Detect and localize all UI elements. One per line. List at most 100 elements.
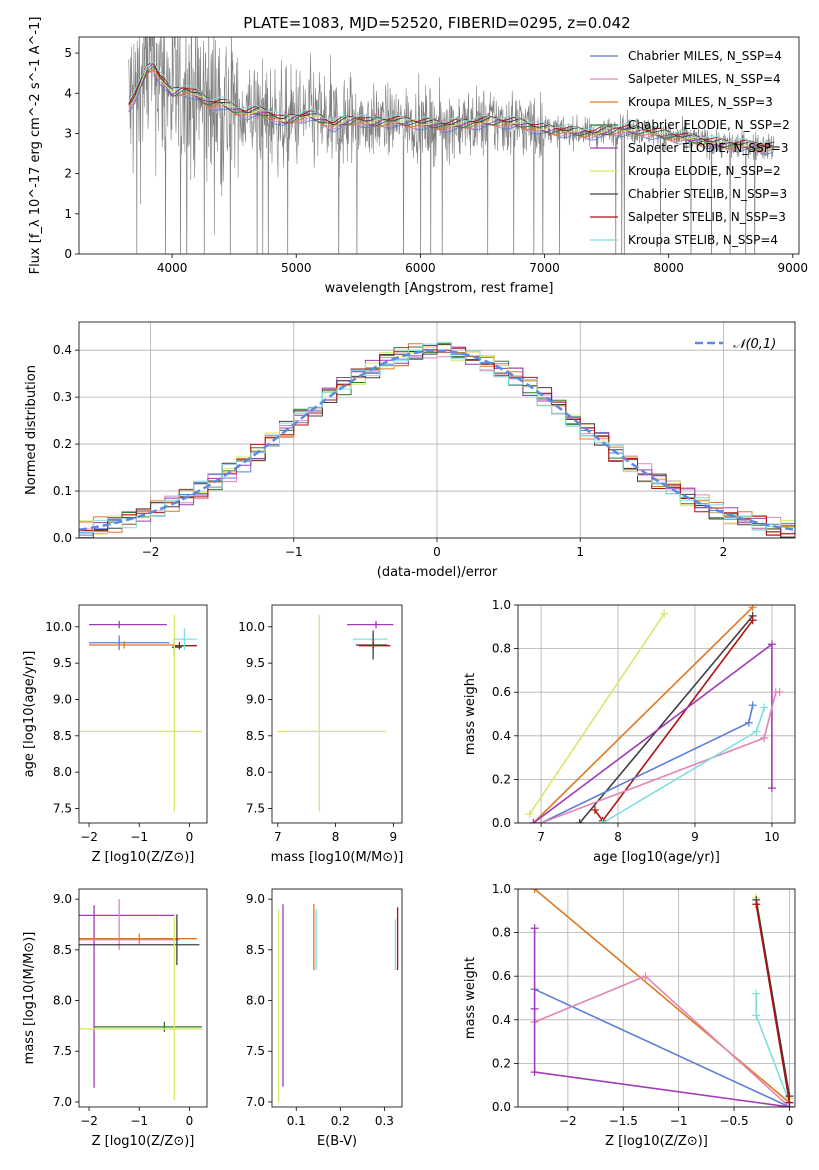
y-tick-label: 8.5 [53,729,72,743]
plot-area [277,615,394,812]
panel-age-vs-mass: 7 8 9 7.5 8.0 8.5 9.0 9.5 10.0 mass [log10(M/M⊙)] [238,604,403,865]
x-tick-label: 0.2 [331,1114,350,1128]
y-tick-label: 1.0 [492,598,511,612]
legend-entry: 𝒩(0,1) [733,337,776,352]
y-tick-label: 8.0 [53,765,72,779]
mass-weight-line [578,615,754,823]
plot-area [79,341,795,538]
mass-weight-marker [529,819,538,823]
y-tick-label: 0.2 [492,772,511,786]
mass-weight-line [755,993,791,1103]
mass-weight-line [532,642,773,823]
x-tick-label: 7000 [529,261,560,275]
y-tick-label: 3 [64,126,72,140]
x-tick-label: 0 [186,1114,194,1128]
axes-frame [271,888,403,1108]
y-tick-label: 7.5 [246,1044,265,1058]
mass-weight-marker [641,972,650,981]
mass-weight-line [533,928,790,1107]
x-tick-label: 2 [720,545,728,559]
x-tick-label: 8 [332,830,340,844]
x-tick-label: −2 [142,545,160,559]
mass-weight-marker [785,1098,794,1107]
y-axis-label: mass [log10(M/M⊙)] [22,932,37,1065]
x-tick-label: −2 [80,830,98,844]
panel-residuals: −2 −1 0 1 2 0.0 0.1 0.2 0.3 0.4 (data-model)/error… [24,321,796,580]
x-tick-label: 9 [390,830,398,844]
y-tick-label: 0.3 [53,390,72,404]
mass-weight-marker [530,889,539,893]
axes-frame [78,888,208,1108]
mass-weight-marker [530,1004,539,1013]
x-axis-label: E(B-V) [317,1134,357,1149]
legend-entry: Salpeter STELIB, N_SSP=3 [628,210,786,224]
y-tick-label: 9.0 [246,692,265,706]
y-tick-label: 0.2 [492,1056,511,1070]
y-axis-label: Flux [f_λ 10^-17 erg cm^-2 s^-1 A^-1] [28,17,43,275]
x-tick-label: 5000 [281,261,312,275]
y-tick-label: 9.0 [53,892,72,906]
x-tick-label: 0.3 [375,1114,394,1128]
x-tick-label: 0 [433,545,441,559]
panel-spectrum: 4000 5000 6000 7000 8000 9000 0 1 2 3 4 5 wavelength… [28,17,809,296]
y-tick-label: 0.8 [492,642,511,656]
x-axis-label: wavelength [Angstrom, rest frame] [325,281,554,296]
y-axis-label: mass weight [463,957,478,1039]
panel-massweight-vs-age: 7 8 9 10 0.0 0.2 0.4 0.6 0.8 1.0 age [log10(age/yr… [463,598,796,865]
panel-massweight-vs-Z: −2 −1.5 −1 −0.5 0 0.0 0.2 0.4 0.6 0.8 1.0 Z [log10(… [463,882,796,1149]
y-tick-label: 9.5 [246,656,265,670]
y-tick-label: 8.5 [246,729,265,743]
mass-weight-line [594,619,754,823]
legend-entry: Salpeter MILES, N_SSP=4 [628,72,781,86]
mass-weight-marker [767,640,776,649]
y-tick-label: 8.0 [246,765,265,779]
x-axis-label: (data-model)/error [377,565,498,580]
x-tick-label: 1 [576,545,584,559]
y-tick-label: 1.0 [492,882,511,896]
x-tick-label: 0 [786,1114,794,1128]
y-tick-label: 9.0 [246,892,265,906]
panel-mass-vs-Z: −2 −1 0 7.0 7.5 8.0 8.5 9.0 Z [log10(Z/Z⊙)] mass … [22,888,208,1149]
x-tick-label: 6000 [405,261,436,275]
x-tick-label: −2 [559,1114,577,1128]
mass-weight-marker [748,616,757,625]
mass-weight-marker [590,805,599,814]
x-tick-label: −1.5 [609,1114,638,1128]
mass-weight-marker [748,605,757,612]
x-tick-label: 8000 [653,261,684,275]
mass-weight-marker [530,924,539,933]
mass-weight-marker [525,810,534,819]
mass-weight-marker [575,819,584,823]
plot-area [525,605,784,823]
mass-weight-marker [744,718,753,727]
y-tick-label: 9.5 [53,656,72,670]
y-tick-label: 0.6 [492,969,511,983]
y-tick-label: 0 [64,247,72,261]
y-tick-label: 0.8 [492,926,511,940]
legend-entry: Chabrier STELIB, N_SSP=3 [628,187,787,201]
x-tick-label: 9000 [778,261,809,275]
y-tick-label: 7.5 [53,1044,72,1058]
x-tick-label: 4000 [157,261,188,275]
histogram-series [79,341,795,534]
y-tick-label: 8.5 [246,943,265,957]
plot-area [79,615,202,812]
x-tick-label: 7 [274,830,282,844]
x-tick-label: 0.1 [287,1114,306,1128]
x-tick-label: −1 [130,1114,148,1128]
y-tick-label: 1 [64,207,72,221]
y-tick-label: 0.1 [53,484,72,498]
legend-entry: Chabrier ELODIE, N_SSP=2 [628,118,790,132]
mass-weight-line [534,889,791,1104]
axes-frame [78,36,800,255]
x-tick-label: 0 [186,830,194,844]
x-tick-label: 9 [691,830,699,844]
y-tick-label: 7.0 [246,1095,265,1109]
y-axis-label: age [log10(age/yr)] [22,651,37,778]
legend-entry: Kroupa STELIB, N_SSP=4 [628,233,778,247]
mass-weight-marker [767,784,776,793]
mass-weight-marker [775,688,784,697]
mass-weight-marker [537,819,546,823]
y-tick-label: 0.4 [53,343,72,357]
